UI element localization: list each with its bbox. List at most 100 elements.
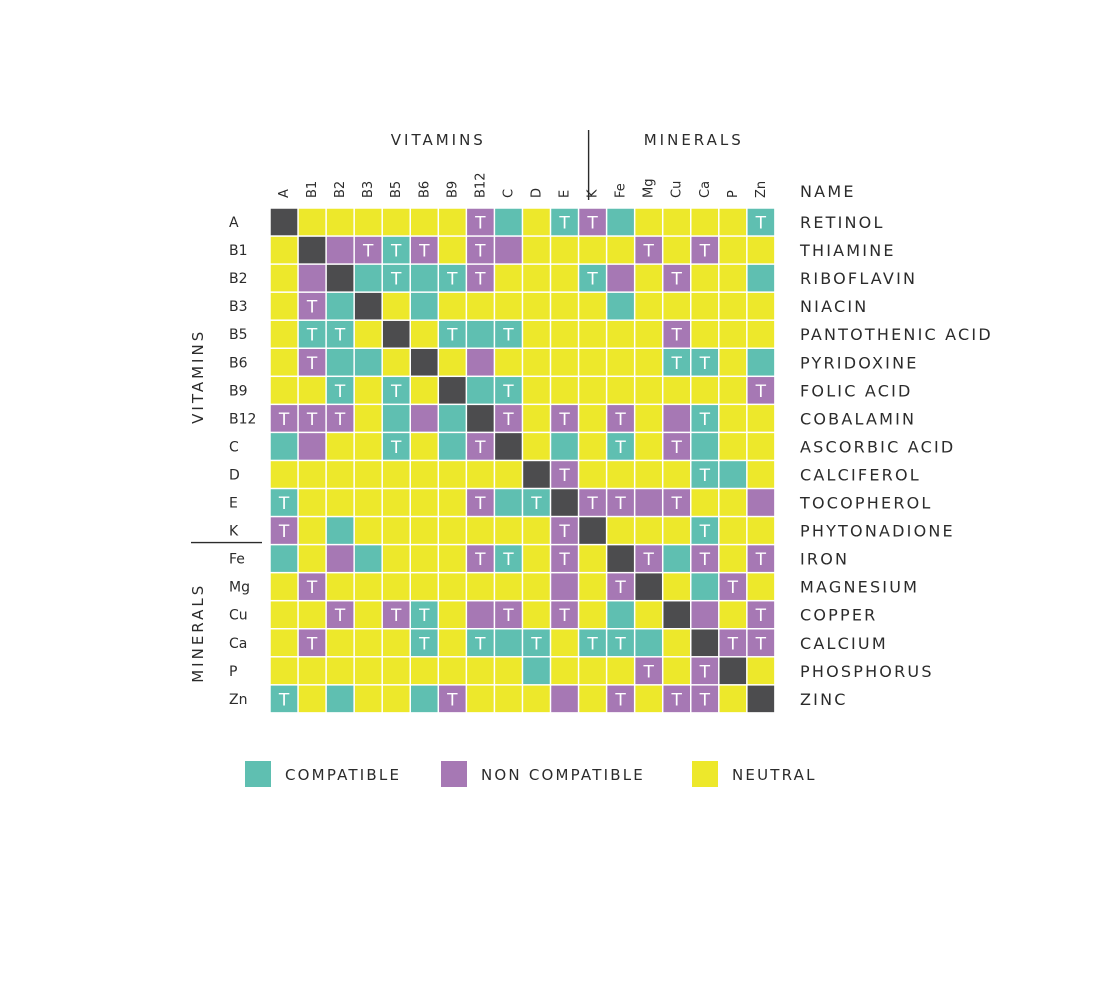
diagonal-cell bbox=[411, 349, 438, 376]
matrix-cell bbox=[747, 264, 775, 292]
matrix-cell bbox=[411, 657, 438, 685]
matrix-cell bbox=[382, 545, 410, 572]
matrix-cell bbox=[691, 433, 719, 460]
matrix-cell bbox=[747, 601, 775, 628]
matrix-cell bbox=[691, 349, 719, 376]
matrix-cell bbox=[719, 545, 747, 572]
matrix-cell bbox=[579, 405, 606, 432]
matrix-cell bbox=[635, 433, 662, 460]
matrix-cell bbox=[551, 264, 578, 292]
cell-mark: T bbox=[390, 606, 402, 626]
matrix-cell bbox=[663, 573, 690, 600]
matrix-cell bbox=[663, 264, 690, 292]
matrix-cell bbox=[326, 517, 354, 544]
column-label: B3 bbox=[361, 181, 376, 198]
matrix-cell bbox=[719, 629, 747, 657]
matrix-cell bbox=[382, 433, 410, 460]
matrix-cell bbox=[663, 292, 690, 320]
matrix-cell bbox=[719, 349, 747, 376]
cell-mark: T bbox=[755, 550, 767, 570]
cell-mark: T bbox=[446, 270, 458, 290]
matrix-cell bbox=[523, 405, 550, 432]
matrix-cell bbox=[747, 433, 775, 460]
row-name: PHYTONADIONE bbox=[800, 522, 955, 541]
matrix-cell bbox=[523, 685, 550, 713]
diagonal-cell bbox=[326, 264, 354, 292]
matrix-cell bbox=[663, 545, 690, 572]
matrix-cell bbox=[298, 545, 326, 572]
matrix-cell bbox=[719, 573, 747, 600]
legend-label: NON COMPATIBLE bbox=[481, 766, 645, 784]
diagonal-cell bbox=[354, 292, 382, 320]
row-label: B6 bbox=[229, 355, 248, 371]
diagonal-cell bbox=[439, 377, 466, 404]
cell-mark: T bbox=[614, 410, 626, 430]
matrix-cell bbox=[439, 320, 466, 348]
cell-mark: T bbox=[306, 298, 318, 318]
matrix-cell bbox=[467, 292, 494, 320]
matrix-cell bbox=[270, 685, 298, 713]
matrix-cell bbox=[607, 320, 634, 348]
row-name: ZINC bbox=[800, 690, 848, 709]
row-name: FOLIC ACID bbox=[800, 381, 913, 400]
matrix-cell bbox=[298, 629, 326, 657]
matrix-cell bbox=[747, 489, 775, 516]
cell-mark: T bbox=[278, 690, 290, 710]
row-label: B12 bbox=[229, 411, 256, 427]
matrix-cell bbox=[382, 377, 410, 404]
matrix-cell bbox=[719, 264, 747, 292]
row-name: NIACIN bbox=[800, 297, 868, 316]
matrix-cell bbox=[523, 377, 550, 404]
row-name: ASCORBIC ACID bbox=[800, 437, 955, 456]
matrix-cell bbox=[411, 573, 438, 600]
matrix-cell bbox=[523, 601, 550, 628]
matrix-cell bbox=[270, 405, 298, 432]
matrix-cell bbox=[354, 601, 382, 628]
matrix-cell bbox=[523, 517, 550, 544]
matrix-cell bbox=[495, 545, 522, 572]
matrix-cell bbox=[663, 685, 690, 713]
cell-mark: T bbox=[558, 410, 570, 430]
row-name: THIAMINE bbox=[799, 241, 896, 260]
row-label: A bbox=[229, 215, 239, 231]
matrix-cell bbox=[551, 377, 578, 404]
cell-mark: T bbox=[502, 550, 514, 570]
cell-mark: T bbox=[390, 438, 402, 458]
matrix-cell bbox=[691, 377, 719, 404]
matrix-cell bbox=[523, 264, 550, 292]
row-name: IRON bbox=[800, 550, 849, 569]
matrix-cell bbox=[298, 517, 326, 544]
matrix-cell bbox=[270, 264, 298, 292]
matrix-cell bbox=[719, 292, 747, 320]
cell-mark: T bbox=[418, 606, 430, 626]
matrix-cell bbox=[354, 545, 382, 572]
row-label: D bbox=[229, 467, 240, 483]
matrix-cell bbox=[747, 349, 775, 376]
cell-mark: T bbox=[671, 438, 683, 458]
matrix-cell bbox=[495, 517, 522, 544]
matrix-cell bbox=[354, 349, 382, 376]
matrix-cell bbox=[663, 433, 690, 460]
matrix-cell bbox=[551, 573, 578, 600]
matrix-cell bbox=[326, 461, 354, 488]
cell-mark: T bbox=[558, 522, 570, 542]
row-name: COPPER bbox=[800, 606, 878, 625]
row-label: Ca bbox=[229, 636, 247, 652]
matrix-cell bbox=[635, 320, 662, 348]
row-name: MAGNESIUM bbox=[800, 578, 919, 597]
matrix-cell bbox=[495, 489, 522, 516]
matrix-cell bbox=[411, 405, 438, 432]
matrix-cell bbox=[691, 657, 719, 685]
matrix-cell bbox=[607, 489, 634, 516]
row-label: B9 bbox=[229, 383, 248, 399]
matrix-cell bbox=[607, 236, 634, 264]
matrix-cell bbox=[298, 601, 326, 628]
matrix-cell bbox=[607, 208, 634, 236]
cell-mark: T bbox=[306, 578, 318, 598]
matrix-cell bbox=[354, 264, 382, 292]
matrix-cell bbox=[607, 349, 634, 376]
cell-mark: T bbox=[474, 494, 486, 514]
cell-mark: T bbox=[642, 662, 654, 682]
matrix-cell bbox=[270, 349, 298, 376]
